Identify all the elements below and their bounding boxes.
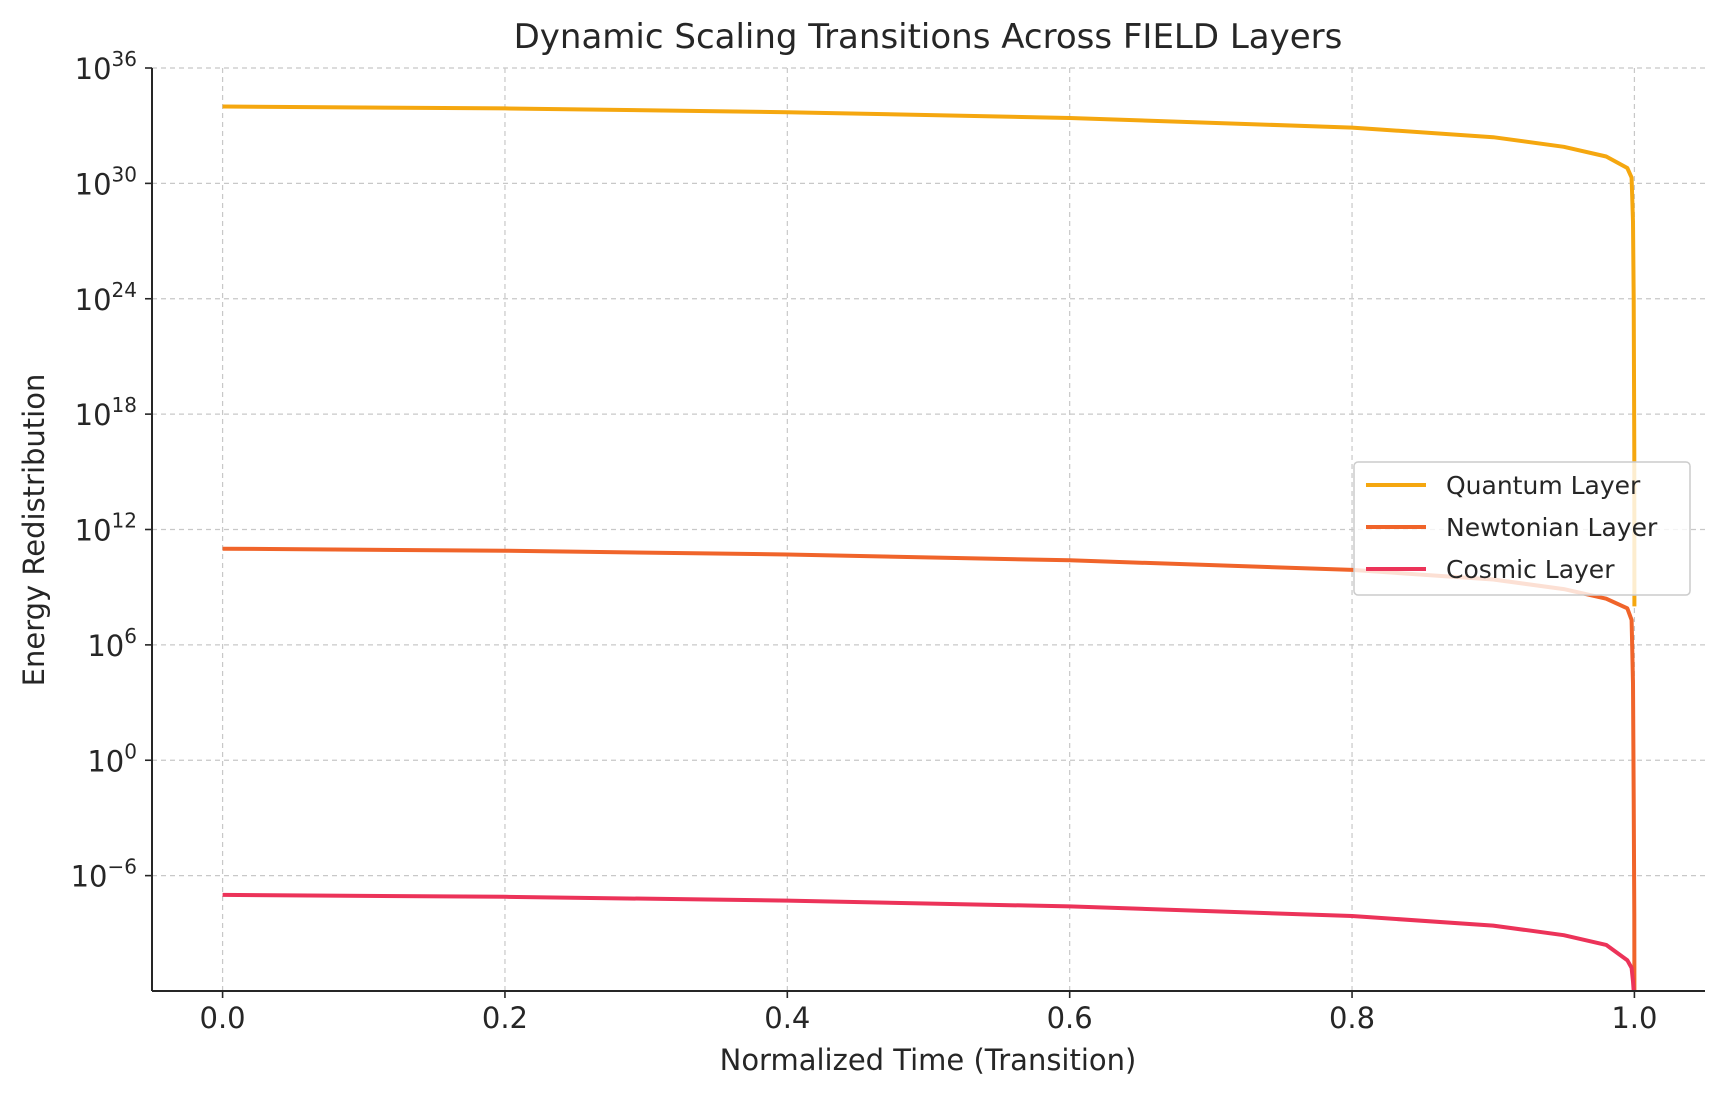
y-tick-base: 10 — [87, 744, 124, 778]
x-ticks: 0.0 0.2 0.4 0.6 0.8 1.0 — [200, 991, 1657, 1035]
x-tick-label: 0.4 — [764, 1001, 810, 1035]
y-tick-label: 10−6 — [71, 855, 137, 894]
y-tick-label: 1030 — [75, 162, 137, 201]
y-tick-exponent: 0 — [124, 739, 137, 763]
y-tick-label: 1012 — [75, 509, 137, 548]
x-tick-label: 0.2 — [482, 1001, 528, 1035]
y-tick-exponent: 30 — [112, 162, 137, 186]
y-tick-base: 10 — [75, 283, 112, 317]
legend-label: Quantum Layer — [1446, 471, 1641, 500]
x-tick-label: 0.6 — [1047, 1001, 1093, 1035]
legend-label: Newtonian Layer — [1446, 513, 1658, 542]
x-tick-label: 1.0 — [1611, 1001, 1657, 1035]
y-tick-label: 106 — [87, 624, 137, 663]
y-tick-label: 100 — [87, 739, 137, 778]
y-tick-base: 10 — [87, 629, 124, 663]
quantum-layer-line — [222, 104, 1637, 607]
y-tick-base: 10 — [75, 398, 112, 432]
cosmic-layer-line — [222, 892, 1636, 991]
y-tick-exponent: 18 — [112, 393, 137, 417]
legend-label: Cosmic Layer — [1446, 555, 1615, 584]
y-tick-base: 10 — [75, 514, 112, 548]
y-tick-base: 10 — [75, 52, 112, 86]
y-tick-base: 10 — [75, 167, 112, 201]
y-tick-label: 1036 — [75, 47, 137, 86]
y-tick-exponent: 6 — [124, 624, 137, 648]
y-tick-exponent: −6 — [108, 855, 137, 879]
y-axis-title: Energy Redistribution — [17, 374, 51, 687]
x-tick-label: 0.0 — [200, 1001, 246, 1035]
legend-box — [1353, 461, 1691, 596]
legend: Quantum Layer Newtonian Layer Cosmic Layer — [1353, 461, 1691, 596]
y-tick-label: 1018 — [75, 393, 137, 432]
x-tick-label: 0.8 — [1329, 1001, 1375, 1035]
y-tick-exponent: 24 — [112, 278, 137, 302]
y-tick-exponent: 12 — [112, 509, 137, 533]
y-tick-label: 1024 — [75, 278, 137, 317]
chart-title: Dynamic Scaling Transitions Across FIELD… — [514, 17, 1343, 57]
y-tick-exponent: 36 — [112, 47, 137, 71]
x-axis-title: Normalized Time (Transition) — [720, 1043, 1137, 1077]
newtonian-layer-line — [222, 546, 1637, 991]
y-tick-base: 10 — [71, 860, 108, 894]
